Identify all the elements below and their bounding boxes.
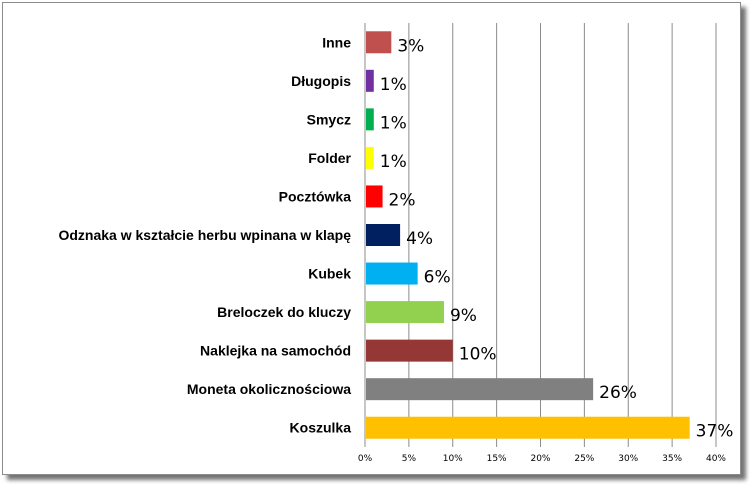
bar — [366, 69, 374, 92]
data-label: 4% — [406, 229, 433, 249]
data-label: 10% — [459, 345, 497, 365]
bar — [366, 224, 401, 246]
x-tick-label: 0% — [358, 454, 373, 464]
bar — [366, 416, 690, 439]
category-label: Inne — [322, 34, 351, 50]
category-label: Odznaka w kształcie herbu wpinana w klap… — [58, 227, 351, 243]
data-label: 37% — [696, 422, 734, 442]
chart-frame: 0% 5% 10% 15% 20% 25% 30% 35% 40% Koszulka 37% Mone… — [2, 2, 741, 475]
data-label: 1% — [380, 152, 407, 172]
data-label: 26% — [599, 383, 637, 403]
bar-chart: 0% 5% 10% 15% 20% 25% 30% 35% 40% Koszulka 37% Mone… — [58, 23, 734, 464]
x-tick-label: 15% — [487, 454, 507, 464]
x-tick-label: 10% — [443, 454, 463, 464]
x-tick-label: 20% — [530, 454, 550, 464]
x-tick-label: 30% — [618, 454, 638, 464]
category-label: Smycz — [307, 111, 351, 127]
category-label: Długopis — [291, 73, 351, 89]
data-label: 3% — [397, 36, 424, 56]
category-label: Naklejka na samochód — [200, 343, 351, 359]
x-tick-label: 5% — [402, 454, 417, 464]
bar — [366, 108, 374, 131]
x-tick-label: 40% — [706, 454, 726, 464]
bar — [366, 339, 453, 362]
data-label: 2% — [389, 190, 416, 210]
data-label: 1% — [380, 113, 407, 133]
bar — [366, 378, 594, 401]
x-tick-label: 35% — [662, 454, 682, 464]
bar — [366, 301, 444, 324]
category-label: Kubek — [308, 266, 351, 282]
bar — [366, 185, 383, 208]
bar — [366, 146, 374, 169]
category-label: Moneta okolicznościowa — [187, 381, 351, 397]
category-label: Breloczek do kluczy — [217, 304, 351, 320]
data-label: 6% — [424, 268, 451, 288]
data-label: 1% — [380, 75, 407, 95]
category-label: Koszulka — [290, 420, 352, 436]
category-label: Folder — [308, 150, 351, 166]
data-label: 9% — [450, 306, 477, 326]
bar — [366, 31, 392, 54]
category-label: Pocztówka — [279, 188, 352, 204]
bar — [366, 262, 418, 285]
x-tick-label: 25% — [574, 454, 594, 464]
